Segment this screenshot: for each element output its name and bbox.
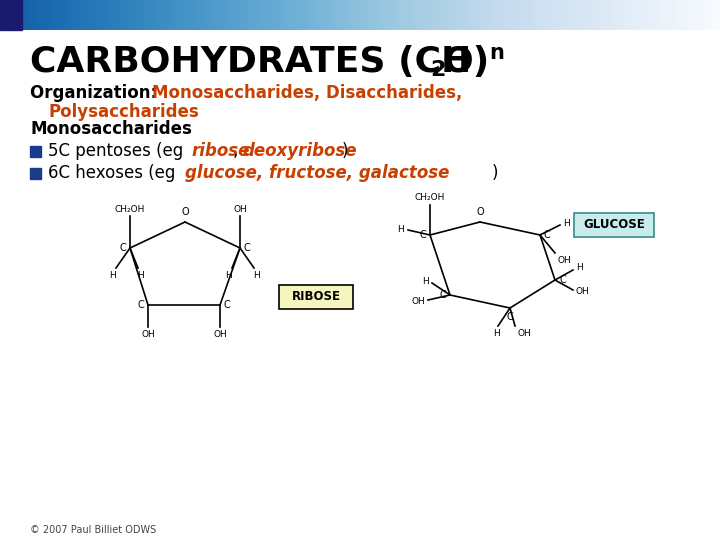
Text: C: C	[419, 230, 426, 240]
Text: C: C	[507, 312, 513, 322]
Bar	[30, 146, 41, 157]
Text: C: C	[559, 275, 566, 285]
Text: glucose, fructose, galactose: glucose, fructose, galactose	[185, 164, 449, 182]
Text: OH: OH	[557, 256, 571, 265]
Text: Organization:: Organization:	[30, 84, 163, 102]
Text: OH: OH	[213, 330, 227, 339]
Text: GLUCOSE: GLUCOSE	[583, 219, 645, 232]
Text: Monosaccharides, Disaccharides,: Monosaccharides, Disaccharides,	[152, 84, 462, 102]
Text: OH: OH	[411, 296, 425, 306]
Text: H: H	[576, 264, 582, 273]
Text: 5C pentoses (eg: 5C pentoses (eg	[48, 142, 189, 160]
Text: OH: OH	[517, 329, 531, 338]
Text: C: C	[544, 230, 551, 240]
Text: ): )	[342, 142, 348, 160]
Text: © 2007 Paul Billiet ODWS: © 2007 Paul Billiet ODWS	[30, 525, 156, 535]
Text: CH₂OH: CH₂OH	[114, 205, 145, 214]
Text: C: C	[439, 290, 446, 300]
Bar	[0, 0, 22, 30]
Text: C: C	[120, 243, 126, 253]
Text: O: O	[476, 207, 484, 217]
Text: OH: OH	[576, 287, 590, 296]
Text: H: H	[563, 219, 570, 227]
Text: ribose: ribose	[191, 142, 249, 160]
Text: ): )	[492, 164, 498, 182]
Text: ,: ,	[233, 142, 243, 160]
Text: 6C hexoses (eg: 6C hexoses (eg	[48, 164, 181, 182]
Text: O: O	[181, 207, 189, 217]
Text: CARBOHYDRATES (CH: CARBOHYDRATES (CH	[30, 45, 472, 79]
Text: O): O)	[442, 45, 490, 79]
FancyBboxPatch shape	[574, 213, 654, 237]
Text: C: C	[224, 300, 230, 310]
Text: OH: OH	[233, 205, 247, 214]
Text: CH₂OH: CH₂OH	[415, 193, 445, 202]
Text: H: H	[397, 225, 404, 233]
Text: deoxyribose: deoxyribose	[242, 142, 356, 160]
Text: H: H	[225, 271, 233, 280]
Text: n: n	[489, 43, 504, 63]
Text: C: C	[138, 300, 144, 310]
Text: OH: OH	[141, 330, 155, 339]
FancyBboxPatch shape	[279, 285, 353, 309]
Text: H: H	[492, 329, 500, 338]
Bar	[30, 168, 41, 179]
Text: Monosaccharides: Monosaccharides	[30, 120, 192, 138]
Text: 2: 2	[430, 60, 446, 80]
Text: H: H	[253, 271, 261, 280]
Text: C: C	[244, 243, 251, 253]
Text: H: H	[109, 271, 117, 280]
Text: H: H	[138, 271, 145, 280]
Text: Polysaccharides: Polysaccharides	[48, 103, 199, 121]
Text: RIBOSE: RIBOSE	[292, 291, 341, 303]
Text: H: H	[422, 276, 429, 286]
